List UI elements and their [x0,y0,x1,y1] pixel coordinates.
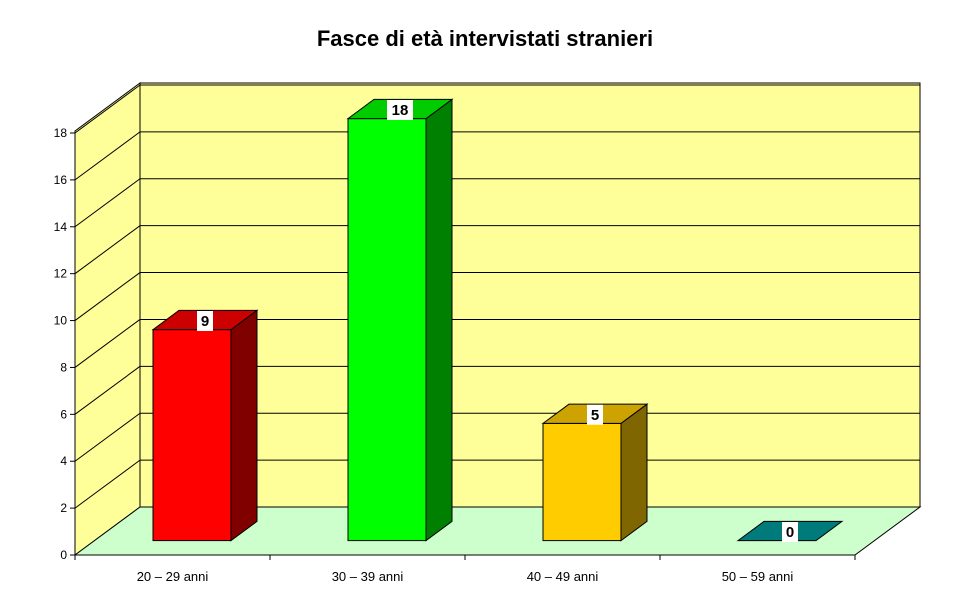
gridline-side [74,272,141,321]
data-label-box [387,100,413,120]
gridline-side [74,178,141,228]
data-label-box [587,404,603,425]
gridline-side [74,459,141,509]
y-tick-label: 18 [54,126,68,140]
y-tick-label: 16 [54,173,68,187]
y-tick-label: 0 [60,548,67,562]
bar-front [152,329,232,542]
data-label-box [197,311,213,331]
gridline-side [74,412,141,462]
gridline-side [74,84,141,134]
y-tick-label: 6 [60,407,67,421]
chart-walls [74,82,921,556]
data-label: 9 [201,313,209,330]
data-label: 5 [591,407,599,424]
back-wall [139,82,921,508]
bar-front [542,422,622,542]
y-tick-label: 8 [60,360,67,374]
bar-3 [541,403,649,542]
bar-side [425,98,453,542]
data-label: 0 [786,524,794,541]
x-category-label: 50 – 59 anni [722,569,794,584]
chart-title: Fasce di età intervistati stranieri [316,26,654,51]
data-label: 18 [392,102,409,119]
y-tick-label: 2 [60,501,67,515]
x-category-label: 40 – 49 anni [527,569,599,584]
y-tick-label: 14 [54,220,68,234]
bar-1 [151,309,259,542]
x-category-label: 30 – 39 anni [332,569,404,584]
bar-side [620,403,648,542]
chart-labels: 0 2 4 6 8 10 12 14 16 18 9 20 – 29 anni 18 30 – 39 an… [54,100,798,584]
bar-front [347,118,427,542]
axes [70,131,856,560]
data-label-box [782,522,798,542]
gridline-side [74,225,141,275]
gridline-side [74,131,141,181]
bar-2 [346,98,454,542]
y-tick-label: 10 [54,314,68,328]
x-category-label: 20 – 29 anni [137,569,209,584]
bar-side [230,309,258,542]
y-tick-label: 12 [54,267,68,281]
gridline-side [74,319,141,368]
y-tick-label: 4 [60,454,67,468]
gridlines [74,84,920,509]
gridline-side [74,365,141,415]
